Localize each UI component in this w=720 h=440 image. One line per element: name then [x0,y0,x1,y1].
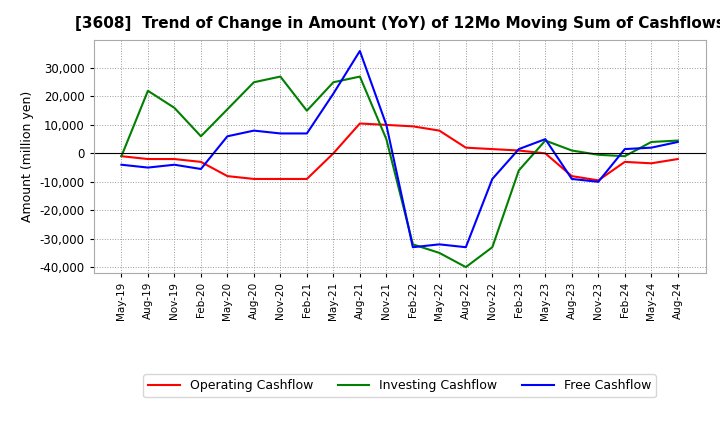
Free Cashflow [356,48,364,54]
Operating Cashflow [143,156,152,161]
Free Cashflow [143,165,152,170]
Investing Cashflow [621,154,629,159]
Operating Cashflow [197,159,205,165]
Operating Cashflow [408,124,417,129]
Free Cashflow [408,245,417,250]
Investing Cashflow [382,136,391,142]
Operating Cashflow [541,151,549,156]
Investing Cashflow [567,148,576,153]
Investing Cashflow [223,106,232,112]
Investing Cashflow [250,80,258,85]
Investing Cashflow [488,245,497,250]
Free Cashflow [621,147,629,152]
Operating Cashflow [356,121,364,126]
Operating Cashflow [223,173,232,179]
Investing Cashflow [276,74,284,79]
Free Cashflow [515,147,523,152]
Line: Free Cashflow: Free Cashflow [122,51,678,247]
Free Cashflow [647,145,656,150]
Free Cashflow [382,122,391,128]
Investing Cashflow [541,138,549,143]
Operating Cashflow [621,159,629,165]
Operating Cashflow [250,176,258,182]
Free Cashflow [276,131,284,136]
Investing Cashflow [647,139,656,145]
Operating Cashflow [594,178,603,183]
Operating Cashflow [515,148,523,153]
Investing Cashflow [117,154,126,159]
Line: Investing Cashflow: Investing Cashflow [122,77,678,267]
Line: Operating Cashflow: Operating Cashflow [122,124,678,180]
Y-axis label: Amount (million yen): Amount (million yen) [21,91,34,222]
Free Cashflow [567,176,576,182]
Investing Cashflow [515,168,523,173]
Operating Cashflow [647,161,656,166]
Investing Cashflow [673,138,682,143]
Operating Cashflow [567,173,576,179]
Free Cashflow [541,136,549,142]
Free Cashflow [250,128,258,133]
Free Cashflow [223,134,232,139]
Free Cashflow [197,166,205,172]
Free Cashflow [302,131,311,136]
Title: [3608]  Trend of Change in Amount (YoY) of 12Mo Moving Sum of Cashflows: [3608] Trend of Change in Amount (YoY) o… [75,16,720,32]
Investing Cashflow [197,134,205,139]
Operating Cashflow [302,176,311,182]
Free Cashflow [594,179,603,184]
Operating Cashflow [170,156,179,161]
Investing Cashflow [170,105,179,110]
Operating Cashflow [329,151,338,156]
Operating Cashflow [673,156,682,161]
Free Cashflow [462,245,470,250]
Operating Cashflow [488,147,497,152]
Free Cashflow [170,162,179,167]
Investing Cashflow [408,242,417,247]
Investing Cashflow [143,88,152,93]
Investing Cashflow [329,80,338,85]
Operating Cashflow [435,128,444,133]
Free Cashflow [435,242,444,247]
Free Cashflow [329,91,338,96]
Investing Cashflow [462,264,470,270]
Investing Cashflow [356,74,364,79]
Operating Cashflow [117,154,126,159]
Legend: Operating Cashflow, Investing Cashflow, Free Cashflow: Operating Cashflow, Investing Cashflow, … [143,374,656,397]
Investing Cashflow [594,152,603,158]
Operating Cashflow [382,122,391,128]
Free Cashflow [488,176,497,182]
Operating Cashflow [276,176,284,182]
Operating Cashflow [462,145,470,150]
Investing Cashflow [302,108,311,114]
Free Cashflow [117,162,126,167]
Free Cashflow [673,139,682,145]
Investing Cashflow [435,250,444,256]
